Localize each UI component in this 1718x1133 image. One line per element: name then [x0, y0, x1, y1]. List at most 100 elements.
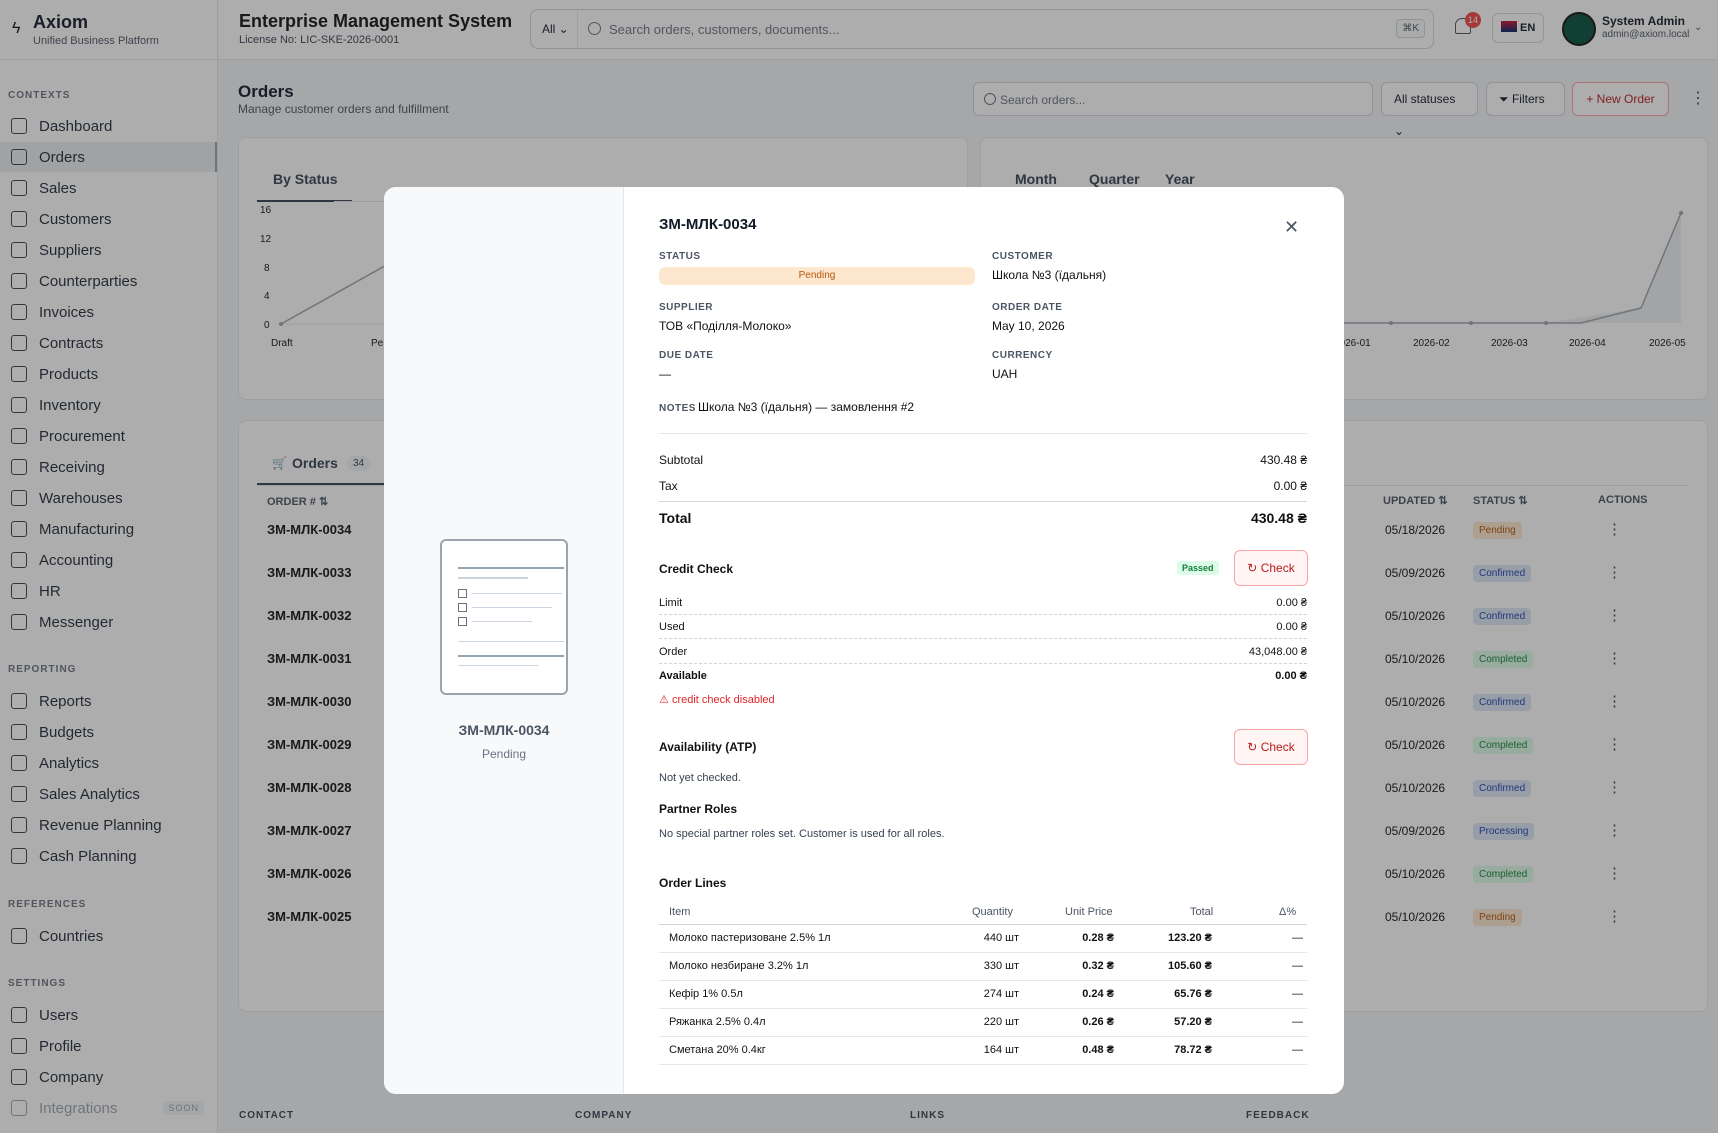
order-line-item: Молоко незбиране 3.2% 1л: [669, 960, 809, 972]
order-detail-modal: ЗМ-МЛК-0034 Pending ЗМ-МЛК-0034 ✕ STATUS…: [384, 187, 1344, 1094]
sidebar-item-reports[interactable]: Reports: [0, 686, 218, 716]
sidebar-item-countries[interactable]: Countries: [0, 921, 218, 951]
row-more-icon[interactable]: ⋮: [1607, 564, 1622, 581]
status-badge: Pending: [659, 267, 975, 285]
x-tick: Draft: [271, 338, 293, 349]
sidebar-item-users[interactable]: Users: [0, 1000, 218, 1030]
row-more-icon[interactable]: ⋮: [1607, 693, 1622, 710]
sidebar-item-cash-planning[interactable]: Cash Planning: [0, 841, 218, 871]
language-button[interactable]: EN: [1492, 13, 1544, 43]
order-line-price: 0.26 ₴: [1082, 1016, 1114, 1028]
orders-title: Orders: [292, 455, 338, 471]
table-row-order-id[interactable]: ЗМ-МЛК-0031: [267, 651, 352, 666]
table-row-order-id[interactable]: ЗМ-МЛК-0028: [267, 780, 352, 795]
sidebar-item-manufacturing[interactable]: Manufacturing: [0, 514, 218, 544]
customers-icon: [11, 211, 27, 227]
table-row-updated: 05/10/2026: [1385, 781, 1446, 795]
budgets-icon: [11, 724, 27, 740]
doc-line: [458, 655, 564, 657]
table-row-order-id[interactable]: ЗМ-МЛК-0034: [267, 522, 352, 537]
col-order-number[interactable]: ORDER # ⇅: [267, 496, 329, 508]
row-more-icon[interactable]: ⋮: [1607, 650, 1622, 667]
sidebar-item-invoices[interactable]: Invoices: [0, 297, 218, 327]
divider: [659, 638, 1307, 639]
sidebar-item-company[interactable]: Company: [0, 1062, 218, 1092]
table-row-order-id[interactable]: ЗМ-МЛК-0027: [267, 823, 352, 838]
table-row-order-id[interactable]: ЗМ-МЛК-0033: [267, 565, 352, 580]
order-line-total: 78.72 ₴: [1174, 1044, 1212, 1056]
notes-label: NOTES: [659, 403, 696, 414]
global-search-input[interactable]: Search orders, customers, documents...: [609, 22, 840, 37]
global-search[interactable]: All ⌄ Search orders, customers, document…: [530, 9, 1434, 49]
sidebar-item-budgets[interactable]: Budgets: [0, 717, 218, 747]
sidebar-item-accounting[interactable]: Accounting: [0, 545, 218, 575]
row-more-icon[interactable]: ⋮: [1607, 607, 1622, 624]
sidebar-item-inventory[interactable]: Inventory: [0, 390, 218, 420]
order-line-item: Кефір 1% 0.5л: [669, 988, 743, 1000]
table-row-order-id[interactable]: ЗМ-МЛК-0026: [267, 866, 352, 881]
sidebar-item-orders[interactable]: Orders: [0, 142, 217, 172]
order-line-item: Молоко пастеризоване 2.5% 1л: [669, 932, 831, 944]
chevron-down-icon[interactable]: ⌄: [1694, 22, 1703, 33]
row-more-icon[interactable]: ⋮: [1607, 865, 1622, 882]
atp-check-button[interactable]: ↻ Check: [1234, 729, 1308, 765]
available-label: Available: [659, 670, 707, 682]
sidebar-item-analytics[interactable]: Analytics: [0, 748, 218, 778]
table-row-order-id[interactable]: ЗМ-МЛК-0030: [267, 694, 352, 709]
sidebar-item-messenger[interactable]: Messenger: [0, 607, 218, 637]
refresh-icon: ↻: [1247, 561, 1258, 575]
used-value: 0.00 ₴: [1276, 621, 1307, 633]
sidebar-item-label: Integrations: [39, 1099, 118, 1117]
search-scope-select[interactable]: All ⌄: [531, 10, 578, 48]
status-badge: Completed: [1473, 737, 1534, 754]
row-more-icon[interactable]: ⋮: [1607, 521, 1622, 538]
orders-search[interactable]: Search orders...: [973, 82, 1373, 116]
sidebar-item-dashboard[interactable]: Dashboard: [0, 111, 218, 141]
brand-subtitle: Unified Business Platform: [33, 35, 159, 47]
table-row-order-id[interactable]: ЗМ-МЛК-0025: [267, 909, 352, 924]
sidebar-item-sales-analytics[interactable]: Sales Analytics: [0, 779, 218, 809]
col-updated[interactable]: UPDATED ⇅: [1383, 495, 1448, 507]
tab-month[interactable]: Month: [1015, 171, 1057, 187]
sidebar-item-label: Countries: [39, 927, 104, 945]
tab-by-status[interactable]: By Status: [273, 171, 338, 187]
table-row-order-id[interactable]: ЗМ-МЛК-0029: [267, 737, 352, 752]
col-status[interactable]: STATUS ⇅: [1473, 495, 1528, 507]
filters-button[interactable]: ⏷ Filters: [1486, 82, 1565, 116]
sidebar-item-sales[interactable]: Sales: [0, 173, 218, 203]
sidebar-item-label: Cash Planning: [39, 847, 137, 865]
row-more-icon[interactable]: ⋮: [1607, 908, 1622, 925]
sidebar-item-procurement[interactable]: Procurement: [0, 421, 218, 451]
sidebar-item-profile[interactable]: Profile: [0, 1031, 218, 1061]
refresh-icon: ↻: [1247, 740, 1258, 754]
sidebar-item-customers[interactable]: Customers: [0, 204, 218, 234]
sidebar-item-integrations[interactable]: Integrations SOON: [0, 1093, 218, 1123]
new-order-button[interactable]: + New Order: [1572, 82, 1669, 116]
sidebar-item-products[interactable]: Products: [0, 359, 218, 389]
status-filter-select[interactable]: All statuses ⌄: [1381, 82, 1478, 138]
avatar[interactable]: [1562, 12, 1596, 46]
close-icon[interactable]: ✕: [1284, 217, 1300, 237]
bolt-icon: ϟ: [12, 20, 21, 37]
divider: [659, 1064, 1307, 1065]
more-icon[interactable]: ⋮: [1690, 90, 1706, 107]
topbar: Enterprise Management System License No:…: [219, 0, 1718, 60]
sidebar-item-counterparties[interactable]: Counterparties: [0, 266, 218, 296]
tab-year[interactable]: Year: [1165, 171, 1195, 187]
orders-search-input[interactable]: Search orders...: [1000, 93, 1086, 107]
credit-check-button[interactable]: ↻ Check: [1234, 550, 1308, 586]
table-row-order-id[interactable]: ЗМ-МЛК-0032: [267, 608, 352, 623]
order-line-total: 65.76 ₴: [1174, 988, 1212, 1000]
tab-quarter[interactable]: Quarter: [1089, 171, 1140, 187]
row-more-icon[interactable]: ⋮: [1607, 736, 1622, 753]
row-more-icon[interactable]: ⋮: [1607, 822, 1622, 839]
order-amount-value: 43,048.00 ₴: [1248, 646, 1307, 658]
available-value: 0.00 ₴: [1275, 670, 1307, 682]
sidebar-item-revenue-planning[interactable]: Revenue Planning: [0, 810, 218, 840]
row-more-icon[interactable]: ⋮: [1607, 779, 1622, 796]
sidebar-item-hr[interactable]: HR: [0, 576, 218, 606]
sidebar-item-contracts[interactable]: Contracts: [0, 328, 218, 358]
sidebar-item-receiving[interactable]: Receiving: [0, 452, 218, 482]
sidebar-item-warehouses[interactable]: Warehouses: [0, 483, 218, 513]
sidebar-item-suppliers[interactable]: Suppliers: [0, 235, 218, 265]
